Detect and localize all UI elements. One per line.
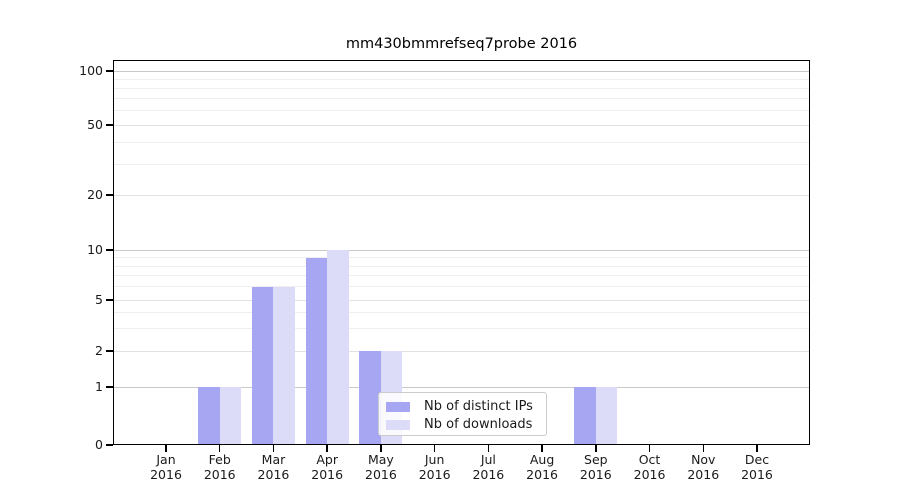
minor-gridline <box>114 110 809 112</box>
x-tick <box>487 445 490 452</box>
minor-gridline <box>114 286 809 288</box>
minor-gridline <box>114 98 809 100</box>
x-tick <box>702 445 705 452</box>
bar-distinct-ips-sep <box>574 387 596 445</box>
x-tick <box>541 445 543 452</box>
major-gridline <box>114 194 809 196</box>
x-tick-label: Dec 2016 <box>741 452 773 482</box>
minor-gridline <box>114 257 809 259</box>
minor-gridline <box>114 78 809 80</box>
y-tick <box>106 124 113 126</box>
legend: Nb of distinct IPs Nb of downloads <box>378 392 547 436</box>
x-tick <box>165 445 167 452</box>
legend-label-downloads: Nb of downloads <box>424 417 533 432</box>
y-tick-label: 10 <box>87 242 103 257</box>
y-tick <box>106 249 113 251</box>
major-gridline <box>114 299 809 301</box>
bar-distinct-ips-apr <box>305 257 328 445</box>
bar-downloads-apr <box>327 250 349 445</box>
legend-label-distinct-ips: Nb of distinct IPs <box>424 399 533 414</box>
y-tick-label: 100 <box>79 63 103 78</box>
chart-title: mm430bmmrefseq7probe 2016 <box>345 36 578 52</box>
x-tick-label: May 2016 <box>365 452 397 482</box>
y-tick <box>106 350 113 352</box>
legend-entry-distinct-ips: Nb of distinct IPs <box>386 398 546 415</box>
major-gridline <box>114 124 809 126</box>
y-tick-label: 20 <box>87 187 103 202</box>
x-tick-label: Mar 2016 <box>257 452 290 482</box>
x-tick <box>272 445 275 452</box>
x-tick-label: Oct 2016 <box>633 452 666 482</box>
legend-swatch-downloads <box>386 419 410 430</box>
x-tick-label: Jul 2016 <box>472 452 505 482</box>
bar-downloads-mar <box>273 286 295 445</box>
y-tick <box>106 194 113 196</box>
x-tick-label: Jun 2016 <box>418 452 451 482</box>
x-tick <box>648 445 651 452</box>
minor-gridline <box>114 265 809 267</box>
x-tick-label: Aug 2016 <box>526 452 558 482</box>
y-tick <box>106 386 113 388</box>
bar-downloads-feb <box>219 387 242 445</box>
y-tick-label: 1 <box>95 379 103 394</box>
x-tick-label: Feb 2016 <box>203 452 236 482</box>
minor-gridline <box>114 275 809 277</box>
x-tick <box>218 445 221 452</box>
major-gridline <box>114 386 809 388</box>
y-tick <box>106 444 113 446</box>
y-tick-label: 2 <box>95 343 103 358</box>
bar-distinct-ips-may <box>359 351 381 445</box>
x-tick-label: Nov 2016 <box>687 452 720 482</box>
y-tick-label: 5 <box>95 292 103 307</box>
bar-distinct-ips-mar <box>251 286 274 445</box>
minor-gridline <box>114 311 809 313</box>
minor-gridline <box>114 141 809 143</box>
minor-gridline <box>114 327 809 329</box>
x-tick-label: Apr 2016 <box>311 452 344 482</box>
x-tick-label: Sep 2016 <box>579 452 612 482</box>
y-tick <box>106 70 113 72</box>
major-gridline <box>114 350 809 352</box>
minor-gridline <box>114 163 809 165</box>
legend-entry-downloads: Nb of downloads <box>386 416 546 433</box>
x-tick <box>433 445 436 452</box>
bar-distinct-ips-feb <box>198 387 220 445</box>
y-tick-label: 0 <box>95 437 103 452</box>
x-tick <box>756 445 758 452</box>
x-tick <box>595 445 597 452</box>
x-tick <box>326 445 328 452</box>
legend-swatch-distinct-ips <box>386 401 410 412</box>
bar-downloads-sep <box>595 387 618 445</box>
major-gridline <box>114 249 809 251</box>
x-tick <box>380 445 382 452</box>
y-tick <box>106 299 113 301</box>
y-tick-label: 50 <box>87 117 103 132</box>
minor-gridline <box>114 87 809 89</box>
x-tick-label: Jan 2016 <box>150 452 182 482</box>
major-gridline <box>114 70 809 72</box>
